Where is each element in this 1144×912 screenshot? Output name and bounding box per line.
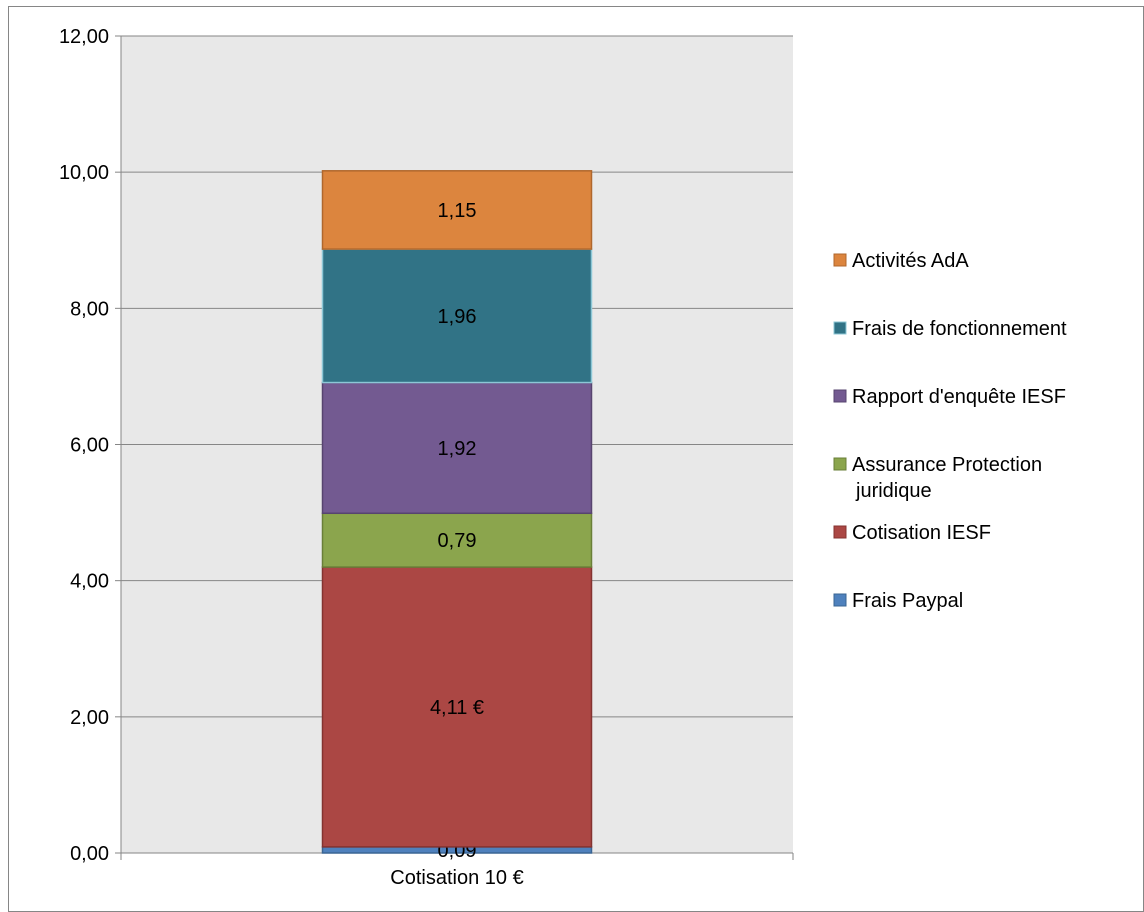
- bar-segment: [321, 170, 593, 250]
- y-tick-label: 2,00: [70, 707, 109, 729]
- y-tick-label: 10,00: [59, 162, 109, 184]
- legend-label: Activités AdA: [852, 250, 969, 272]
- legend-swatch: [833, 593, 847, 607]
- bar-segment: [321, 512, 593, 568]
- legend-swatch: [833, 321, 847, 335]
- data-label: 1,15: [438, 200, 477, 222]
- data-label: 0,79: [438, 530, 477, 552]
- y-tick-label: 12,00: [59, 26, 109, 48]
- data-label: 1,96: [438, 306, 477, 328]
- x-tick-label: Cotisation 10 €: [390, 867, 523, 889]
- y-tick-label: 4,00: [70, 571, 109, 593]
- legend-swatch: [833, 457, 847, 471]
- y-tick-label: 0,00: [70, 843, 109, 865]
- legend-label: Assurance Protection juridique: [852, 454, 1042, 502]
- data-label: 1,92: [438, 438, 477, 460]
- data-label: 4,11 €: [430, 697, 484, 719]
- legend-label: Cotisation IESF: [852, 522, 991, 544]
- legend-swatch: [833, 253, 847, 267]
- legend-swatch: [833, 525, 847, 539]
- legend-label: Frais de fonctionnement: [852, 318, 1067, 340]
- y-tick-label: 8,00: [70, 298, 109, 320]
- bar-segment: [321, 381, 593, 515]
- legend-label: Rapport d'enquête IESF: [852, 386, 1066, 408]
- bar-segment: [321, 566, 593, 848]
- y-tick-label: 6,00: [70, 435, 109, 457]
- legend-label: Frais Paypal: [852, 590, 963, 612]
- legend-swatch: [833, 389, 847, 403]
- bar-segment: [321, 248, 593, 384]
